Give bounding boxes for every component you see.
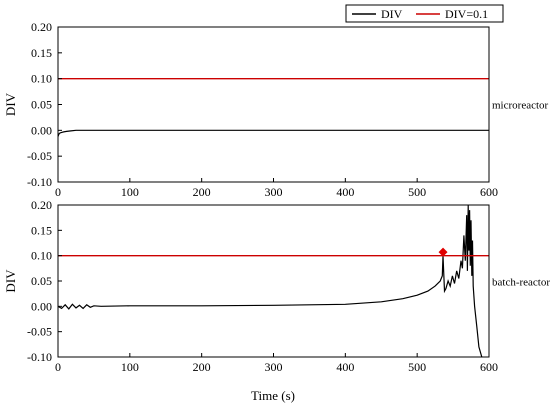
- x-tick-label: 600: [480, 185, 498, 199]
- x-tick-label: 600: [480, 360, 498, 374]
- panel-microreactor: -0.10 -0.05 0.00 0.05 0.10 0.15 0.20 0 100 200 300…: [3, 20, 549, 199]
- y-tick-label: 0.10: [31, 72, 52, 86]
- series-line-div: [58, 205, 483, 357]
- y-tick-label: 0.15: [31, 223, 52, 237]
- y-tick-label: 0.15: [31, 46, 52, 60]
- y-tick-label: 0.20: [31, 20, 52, 34]
- y-tick-label: -0.05: [27, 325, 52, 339]
- y-tick-label: 0.00: [31, 299, 52, 313]
- x-tick-label: 400: [336, 185, 354, 199]
- y-tick-label: -0.10: [27, 350, 52, 364]
- plot-frame: [57, 204, 490, 358]
- x-tick-label: 400: [336, 360, 354, 374]
- diamond-marker: [438, 247, 448, 257]
- x-axis-title: Time (s): [251, 388, 295, 403]
- y-tick-label: 0.05: [31, 274, 52, 288]
- x-tick-label: 100: [121, 185, 139, 199]
- x-tick-label: 300: [265, 185, 283, 199]
- x-tick-label: 200: [193, 185, 211, 199]
- y-tick-label: 0.00: [31, 123, 52, 137]
- x-tick-label: 100: [121, 360, 139, 374]
- x-tick-label: 0: [55, 185, 61, 199]
- panel-label: microreactor: [492, 100, 549, 112]
- y-tick-label: -0.10: [27, 175, 52, 189]
- plot-frame: [57, 26, 490, 183]
- y-axis-title: DIV: [3, 269, 18, 293]
- legend: DIV DIV=0.1: [345, 4, 504, 23]
- y-tick-label: 0.20: [31, 198, 52, 212]
- panel-label: batch-reactor: [492, 277, 550, 289]
- x-tick-label: 0: [55, 360, 61, 374]
- x-tick-label: 300: [265, 360, 283, 374]
- x-tick-label: 500: [408, 185, 426, 199]
- y-tick-label: -0.05: [27, 149, 52, 163]
- legend-label-div: DIV: [381, 7, 403, 21]
- x-tick-label: 500: [408, 360, 426, 374]
- x-tick-label: 200: [193, 360, 211, 374]
- legend-label-threshold: DIV=0.1: [445, 7, 488, 21]
- y-axis-title: DIV: [3, 92, 18, 116]
- series-line-div: [58, 129, 489, 137]
- y-tick-label: 0.10: [31, 249, 52, 263]
- y-tick-label: 0.05: [31, 98, 52, 112]
- panel-batch-reactor: -0.10 -0.05 0.00 0.05 0.10 0.15 0.20 0 100 200 300…: [3, 198, 550, 374]
